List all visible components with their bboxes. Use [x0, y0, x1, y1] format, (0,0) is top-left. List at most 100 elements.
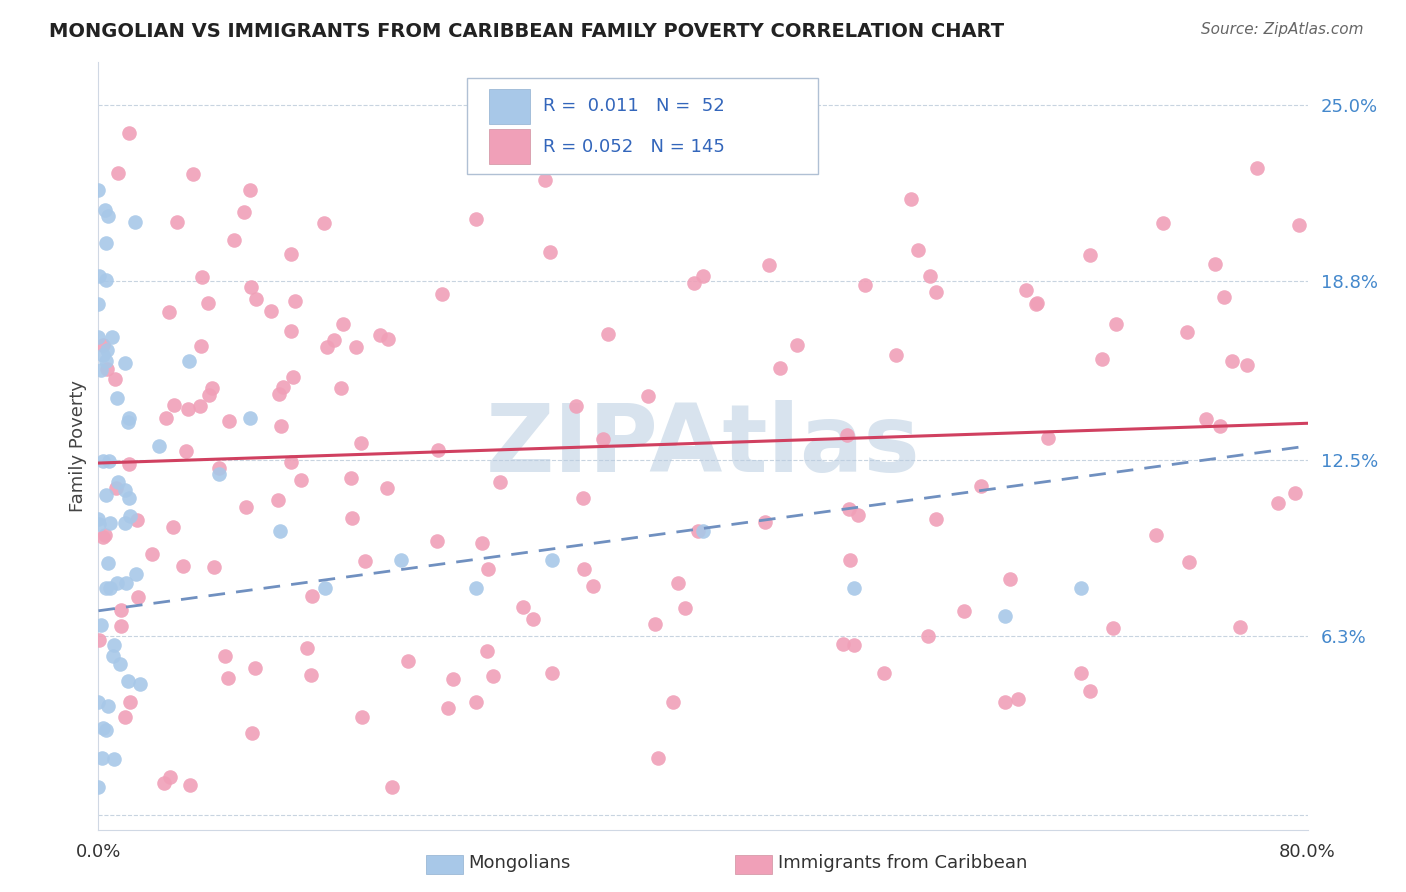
Point	[87, 183, 110, 197]
Point	[110, 619, 132, 633]
Point	[110, 603, 132, 617]
Point	[107, 576, 129, 591]
Point	[1007, 691, 1029, 706]
Point	[232, 204, 254, 219]
Point	[1213, 290, 1236, 304]
Text: Immigrants from Caribbean: Immigrants from Caribbean	[778, 855, 1026, 872]
Point	[540, 666, 562, 681]
Point	[188, 399, 211, 413]
Point	[153, 776, 176, 790]
Point	[873, 666, 896, 681]
Point	[283, 370, 305, 384]
Point	[87, 780, 110, 794]
Point	[97, 557, 120, 571]
Point	[322, 333, 344, 347]
Point	[214, 648, 236, 663]
Point	[270, 419, 292, 434]
Point	[482, 668, 505, 682]
Point	[1070, 666, 1092, 681]
Point	[925, 285, 948, 299]
Point	[94, 581, 117, 595]
Point	[224, 234, 246, 248]
Point	[1195, 412, 1218, 426]
Point	[1284, 485, 1306, 500]
Point	[835, 427, 858, 442]
Point	[477, 644, 499, 658]
Point	[240, 726, 263, 740]
Point	[218, 414, 240, 428]
Point	[1104, 317, 1126, 331]
Point	[838, 553, 860, 567]
Point	[1070, 581, 1092, 595]
Point	[1220, 353, 1243, 368]
Point	[93, 722, 115, 736]
Point	[375, 481, 398, 495]
Point	[673, 600, 696, 615]
Point	[1015, 283, 1038, 297]
Point	[162, 520, 184, 534]
Point	[907, 243, 929, 257]
Point	[686, 524, 709, 539]
Point	[181, 167, 204, 181]
Point	[120, 509, 142, 524]
Point	[96, 343, 118, 357]
Point	[1178, 555, 1201, 569]
Point	[368, 327, 391, 342]
Point	[239, 410, 262, 425]
Point	[925, 512, 948, 526]
Point	[89, 269, 111, 284]
Point	[179, 778, 201, 792]
Point	[1091, 351, 1114, 366]
Point	[692, 524, 714, 539]
Point	[271, 380, 294, 394]
Point	[290, 474, 312, 488]
Point	[538, 245, 561, 260]
FancyBboxPatch shape	[467, 78, 818, 174]
Point	[353, 554, 375, 568]
Point	[786, 338, 808, 352]
Text: Mongolians: Mongolians	[468, 855, 571, 872]
Point	[970, 478, 993, 492]
Point	[90, 750, 112, 764]
Point	[166, 215, 188, 229]
Point	[179, 353, 201, 368]
Point	[1144, 528, 1167, 542]
Point	[87, 511, 110, 525]
Point	[340, 511, 363, 525]
Point	[284, 293, 307, 308]
Point	[758, 258, 780, 272]
Point	[94, 353, 117, 368]
Point	[235, 500, 257, 514]
Point	[314, 581, 336, 595]
Point	[1288, 218, 1310, 232]
Point	[94, 236, 117, 251]
Point	[162, 398, 184, 412]
Point	[243, 661, 266, 675]
Point	[314, 216, 336, 230]
Point	[141, 547, 163, 561]
Point	[344, 340, 367, 354]
Point	[127, 512, 149, 526]
Point	[90, 618, 112, 632]
Point	[104, 372, 127, 386]
Point	[522, 612, 544, 626]
Point	[1236, 359, 1258, 373]
Point	[191, 270, 214, 285]
Point	[267, 387, 290, 401]
Point	[1078, 248, 1101, 262]
Point	[692, 268, 714, 283]
Point	[637, 389, 659, 403]
Point	[1038, 431, 1060, 445]
Point	[91, 348, 114, 362]
Point	[245, 292, 267, 306]
Point	[572, 491, 595, 506]
Point	[120, 694, 142, 708]
Point	[1246, 161, 1268, 175]
Point	[352, 709, 374, 723]
Point	[299, 668, 322, 682]
Point	[301, 589, 323, 603]
Point	[118, 127, 141, 141]
Point	[754, 515, 776, 529]
Point	[582, 579, 605, 593]
Point	[105, 391, 128, 405]
